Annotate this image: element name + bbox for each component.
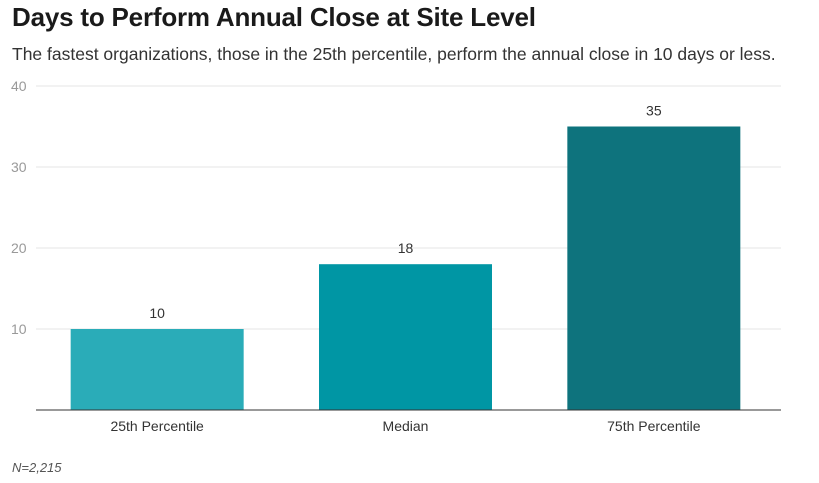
data-label-3: 35: [646, 103, 662, 119]
data-label-1: 10: [149, 305, 165, 321]
bar-3: [567, 126, 741, 410]
data-label-2: 18: [398, 240, 414, 256]
y-tick-label-20: 20: [11, 240, 27, 256]
y-tick-label-30: 30: [11, 159, 27, 175]
sample-size-note: N=2,215: [12, 460, 62, 475]
category-label-3: 75th Percentile: [607, 418, 701, 434]
y-tick-label-40: 40: [11, 78, 27, 94]
bars: [70, 126, 741, 410]
category-label-2: Median: [383, 418, 429, 434]
y-tick-label-10: 10: [11, 321, 27, 337]
bar-1: [70, 329, 244, 410]
category-label-1: 25th Percentile: [110, 418, 204, 434]
data-labels: 10 18 35: [149, 103, 661, 322]
chart-title: Days to Perform Annual Close at Site Lev…: [12, 2, 536, 32]
bar-2: [319, 264, 492, 410]
x-axis-categories: 25th Percentile Median 75th Percentile: [110, 418, 700, 434]
y-axis-ticks: 10 20 30 40: [11, 78, 27, 337]
chart-subtitle: The fastest organizations, those in the …: [12, 44, 776, 64]
